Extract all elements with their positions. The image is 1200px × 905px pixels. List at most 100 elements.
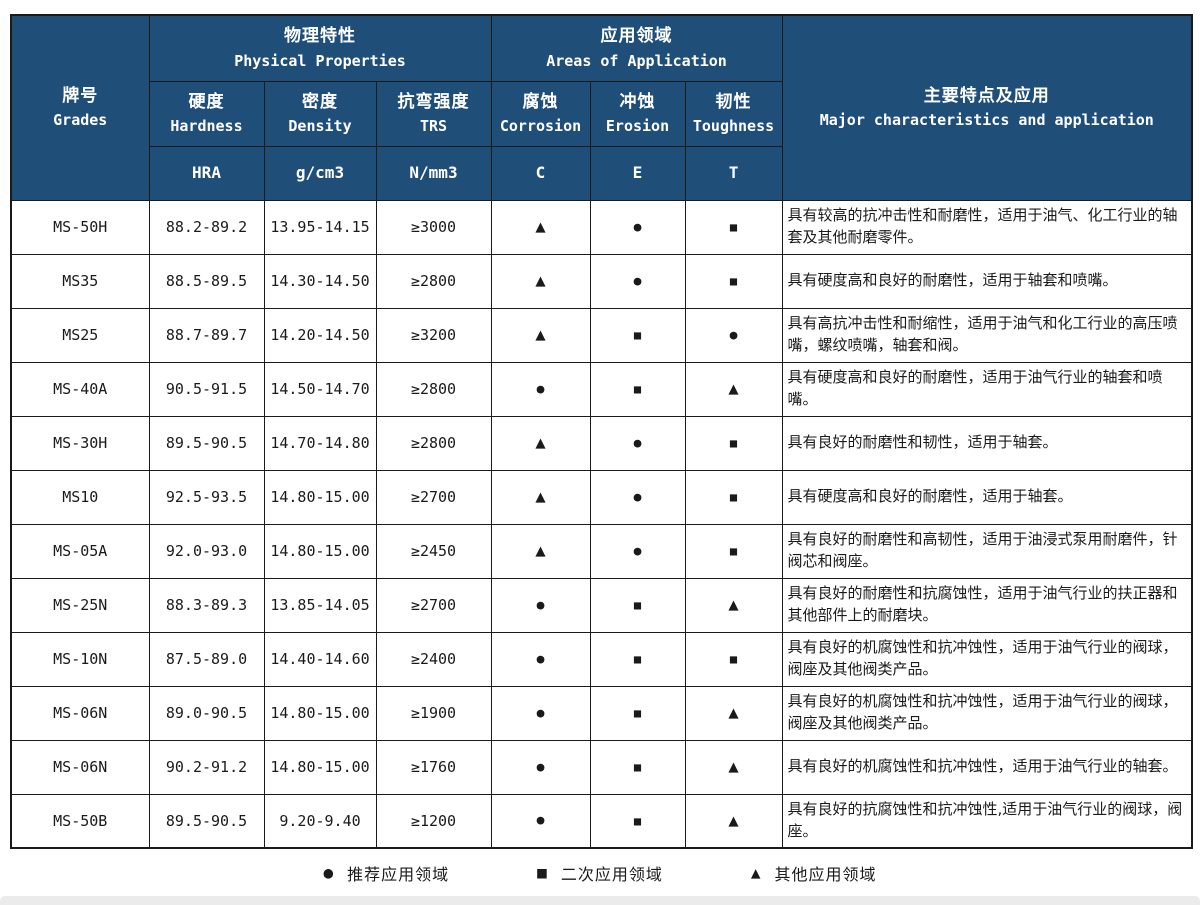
header-application-en: Areas of Application [546,51,727,70]
hardness-cell: 92.0-93.0 [148,523,265,579]
description-cell: 具有良好的机腐蚀性和抗冲蚀性，适用于油气行业的阀球，阀座及其他阀类产品。 [781,685,1193,741]
corrosion-cell: ● [490,685,591,741]
corrosion-cell: ▲ [490,469,591,525]
trs-cell: ≥1200 [375,793,492,849]
toughness-cell: ▲ [684,685,783,741]
toughness-cell: ■ [684,199,783,255]
trs-cell: ≥3200 [375,307,492,363]
legend-item-secondary: ■ 二次应用领域 [537,861,663,885]
table-row: MS-05A 92.0-93.0 14.80-15.00 ≥2450 ▲ ● ■ 具有良好的耐… [10,523,1193,579]
unit-t: T [684,145,783,201]
hardness-cell: 90.2-91.2 [148,739,265,795]
table-row: MS-10N 87.5-89.0 14.40-14.60 ≥2400 ● ■ ■ 具有良好的机… [10,631,1193,687]
erosion-cell: ■ [589,685,686,741]
erosion-cell: ● [589,523,686,579]
trs-cell: ≥2800 [375,253,492,309]
header-hardness: 硬度 Hardness [148,80,265,147]
table-row: MS25 88.7-89.7 14.20-14.50 ≥3200 ▲ ■ ● 具有高抗冲击性和… [10,307,1193,363]
toughness-cell: ■ [684,415,783,471]
hardness-cell: 89.5-90.5 [148,415,265,471]
density-cell: 14.80-15.00 [263,469,377,525]
corrosion-cell: ▲ [490,523,591,579]
trs-cell: ≥2700 [375,469,492,525]
corrosion-cell: ▲ [490,199,591,255]
erosion-cell: ■ [589,739,686,795]
density-cell: 14.80-15.00 [263,685,377,741]
toughness-cell: ■ [684,253,783,309]
trs-cell: ≥3000 [375,199,492,255]
corrosion-cell: ● [490,577,591,633]
trs-cell: ≥1900 [375,685,492,741]
grade-cell: MS-06N [10,739,150,795]
unit-e: E [589,145,686,201]
header-grades-en: Grades [53,111,108,130]
toughness-cell: ▲ [684,577,783,633]
density-cell: 14.80-15.00 [263,523,377,579]
legend-label: 二次应用领域 [560,865,663,884]
table-body: MS-50H 88.2-89.2 13.95-14.15 ≥3000 ▲ ● ■ 具有较高的抗… [10,199,1193,849]
description-cell: 具有高抗冲击性和耐缩性，适用于油气和化工行业的高压喷嘴，螺纹喷嘴，轴套和阀。 [781,307,1193,363]
header-application-zh: 应用领域 [600,26,673,47]
grade-cell: MS-05A [10,523,150,579]
description-cell: 具有良好的机腐蚀性和抗冲蚀性，适用于油气行业的阀球，阀座及其他阀类产品。 [781,631,1193,687]
header-areas-of-application: 应用领域 Areas of Application [490,14,783,82]
grade-cell: MS-10N [10,631,150,687]
grade-cell: MS-50H [10,199,150,255]
hardness-cell: 88.3-89.3 [148,577,265,633]
density-cell: 14.20-14.50 [263,307,377,363]
trs-cell: ≥1760 [375,739,492,795]
header-density: 密度 Density [263,80,377,147]
header-erosion: 冲蚀 Erosion [589,80,686,147]
table-header: 牌号 Grades 物理特性 Physical Properties 应用领域 … [10,14,1193,201]
hardness-cell: 88.7-89.7 [148,307,265,363]
corrosion-cell: ▲ [490,253,591,309]
toughness-cell: ▲ [684,361,783,417]
table-row: MS-50H 88.2-89.2 13.95-14.15 ≥3000 ▲ ● ■ 具有较高的抗… [10,199,1193,255]
header-trs: 抗弯强度 TRS [375,80,492,147]
hardness-cell: 90.5-91.5 [148,361,265,417]
filled-triangle-icon: ▲ [750,863,761,882]
density-cell: 13.95-14.15 [263,199,377,255]
hardness-cell: 89.5-90.5 [148,793,265,849]
description-cell: 具有硬度高和良好的耐磨性，适用于轴套。 [781,469,1193,525]
description-cell: 具有硬度高和良好的耐磨性，适用于轴套和喷嘴。 [781,253,1193,309]
header-physical-properties: 物理特性 Physical Properties [148,14,492,82]
grade-cell: MS25 [10,307,150,363]
hardness-cell: 92.5-93.5 [148,469,265,525]
unit-nmm3: N/mm3 [375,145,492,201]
trs-cell: ≥2800 [375,361,492,417]
description-cell: 具有良好的耐磨性和高韧性，适用于油浸式泵用耐磨件，针阀芯和阀座。 [781,523,1193,579]
grades-table: 牌号 Grades 物理特性 Physical Properties 应用领域 … [10,14,1194,849]
density-cell: 14.30-14.50 [263,253,377,309]
trs-cell: ≥2400 [375,631,492,687]
unit-gcm3: g/cm3 [263,145,377,201]
grade-cell: MS-40A [10,361,150,417]
header-corrosion: 腐蚀 Corrosion [490,80,591,147]
grade-cell: MS-06N [10,685,150,741]
table-row: MS10 92.5-93.5 14.80-15.00 ≥2700 ▲ ● ■ 具有硬度高和良好… [10,469,1193,525]
filled-circle-icon: ● [323,863,334,882]
corrosion-cell: ▲ [490,307,591,363]
density-cell: 14.40-14.60 [263,631,377,687]
header-major-en: Major characteristics and application [819,111,1154,130]
erosion-cell: ● [589,469,686,525]
density-cell: 13.85-14.05 [263,577,377,633]
table-row: MS-06N 90.2-91.2 14.80-15.00 ≥1760 ● ■ ▲ 具有良好的机… [10,739,1193,795]
erosion-cell: ● [589,253,686,309]
legend-item-other: ▲ 其他应用领域 [751,861,877,885]
table-row: MS-06N 89.0-90.5 14.80-15.00 ≥1900 ● ■ ▲ 具有良好的机… [10,685,1193,741]
toughness-cell: ■ [684,523,783,579]
trs-cell: ≥2800 [375,415,492,471]
corrosion-cell: ● [490,793,591,849]
trs-cell: ≥2700 [375,577,492,633]
grade-cell: MS-25N [10,577,150,633]
grade-cell: MS35 [10,253,150,309]
description-cell: 具有较高的抗冲击性和耐磨性，适用于油气、化工行业的轴套及其他耐磨零件。 [781,199,1193,255]
filled-square-icon: ■ [537,863,547,882]
table-row: MS-50B 89.5-90.5 9.20-9.40 ≥1200 ● ■ ▲ 具有良好的抗腐蚀… [10,793,1193,849]
hardness-cell: 88.2-89.2 [148,199,265,255]
legend-label: 其他应用领域 [774,865,877,884]
corrosion-cell: ▲ [490,415,591,471]
legend: ● 推荐应用领域 ■ 二次应用领域 ▲ 其他应用领域 [0,857,1200,889]
